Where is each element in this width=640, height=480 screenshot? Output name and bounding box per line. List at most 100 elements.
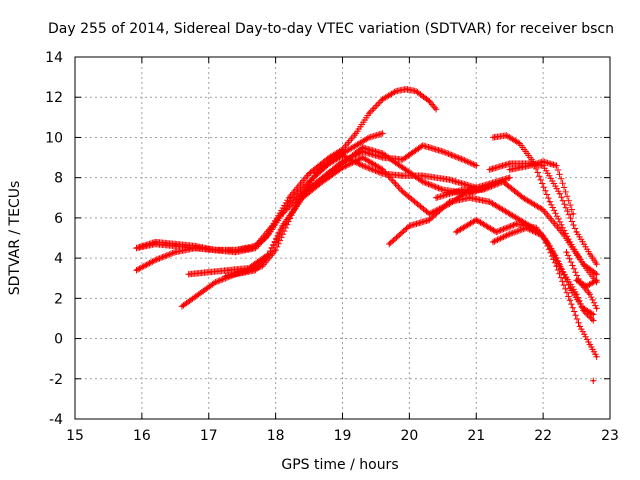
data-point — [441, 150, 444, 153]
x-tick-label: 15 — [66, 428, 84, 444]
data-point — [588, 252, 592, 256]
data-point — [592, 379, 595, 382]
data-point — [194, 246, 197, 250]
data-point — [267, 232, 271, 236]
x-tick-label: 22 — [534, 428, 552, 444]
data-point — [595, 355, 598, 358]
series-track-9 — [489, 224, 600, 360]
data-point — [508, 232, 511, 236]
data-point — [595, 273, 598, 276]
series-track-7 — [386, 194, 597, 318]
data-point — [197, 293, 200, 296]
data-point — [214, 248, 217, 252]
data-point — [174, 250, 177, 254]
data-point — [428, 212, 431, 216]
data-point — [135, 246, 138, 250]
data-point — [180, 305, 184, 308]
data-point — [508, 162, 511, 165]
data-point — [508, 176, 511, 179]
data-point — [575, 279, 578, 282]
data-point — [481, 188, 485, 191]
data-point — [287, 196, 291, 199]
y-tick-label: 12 — [45, 90, 63, 106]
data-point — [475, 164, 478, 167]
data-point — [361, 146, 364, 149]
data-point — [361, 156, 364, 159]
y-tick-label: 0 — [54, 332, 63, 348]
data-point — [441, 188, 444, 191]
data-point — [187, 273, 190, 276]
data-point — [254, 246, 257, 250]
x-axis-label: GPS time / hours — [281, 457, 398, 473]
data-point — [321, 180, 324, 183]
data-point — [154, 258, 157, 262]
data-point — [568, 299, 572, 302]
data-point — [394, 90, 398, 93]
data-point — [227, 269, 230, 272]
data-point — [582, 309, 585, 312]
data-point — [491, 240, 495, 244]
data-point — [491, 136, 495, 139]
series-track-12 — [506, 158, 577, 218]
data-point — [595, 262, 598, 266]
data-point — [281, 212, 284, 216]
y-tick-label: 10 — [45, 130, 63, 146]
data-point — [541, 234, 545, 238]
x-tick-label: 18 — [267, 428, 285, 444]
data-point — [401, 174, 404, 177]
y-tick-label: 6 — [54, 211, 63, 227]
data-point — [588, 293, 592, 296]
x-tick-labels: 15 16 17 18 19 20 21 22 23 — [66, 428, 619, 444]
data-point — [361, 150, 364, 153]
data-point — [321, 176, 324, 179]
data-point — [434, 108, 438, 111]
data-point — [455, 230, 458, 234]
y-tick-label: 14 — [45, 50, 63, 66]
data-point — [361, 164, 364, 167]
data-point — [341, 166, 344, 169]
data-point — [578, 325, 582, 328]
axis-ticks — [74, 56, 611, 420]
chart-title: Day 255 of 2014, Sidereal Day-to-day VTE… — [48, 21, 614, 37]
data-point — [541, 164, 545, 167]
data-point — [234, 250, 237, 254]
data-point — [428, 218, 431, 222]
data-point — [448, 178, 451, 181]
data-point — [515, 222, 518, 226]
x-tick-label: 16 — [133, 428, 151, 444]
data-point — [595, 279, 598, 282]
data-point — [421, 180, 424, 183]
data-point — [525, 226, 528, 230]
data-point — [307, 172, 311, 175]
data-point — [254, 269, 257, 272]
x-tick-label: 19 — [334, 428, 352, 444]
data-point — [595, 307, 598, 310]
data-point — [327, 156, 331, 159]
data-point — [381, 98, 384, 101]
data-point — [582, 262, 585, 266]
data-point — [214, 281, 217, 284]
data-point — [562, 232, 565, 236]
data-point — [528, 164, 531, 167]
data-point — [548, 200, 551, 203]
data-point — [562, 271, 565, 274]
data-point — [381, 168, 384, 171]
data-point — [434, 196, 438, 199]
data-point — [588, 343, 592, 346]
data-point — [508, 168, 511, 171]
data-point — [505, 134, 508, 137]
y-tick-label: 8 — [54, 171, 63, 187]
series-track-13 — [432, 178, 600, 278]
data-point — [334, 156, 337, 159]
data-point — [448, 200, 451, 203]
data-point — [592, 319, 595, 322]
data-point — [521, 196, 525, 199]
data-point — [575, 230, 578, 234]
data-point — [401, 190, 404, 193]
data-point — [468, 192, 471, 195]
y-axis-label: SDTVAR / TECUs — [7, 181, 23, 296]
data-point — [401, 166, 404, 169]
data-point — [555, 265, 558, 268]
